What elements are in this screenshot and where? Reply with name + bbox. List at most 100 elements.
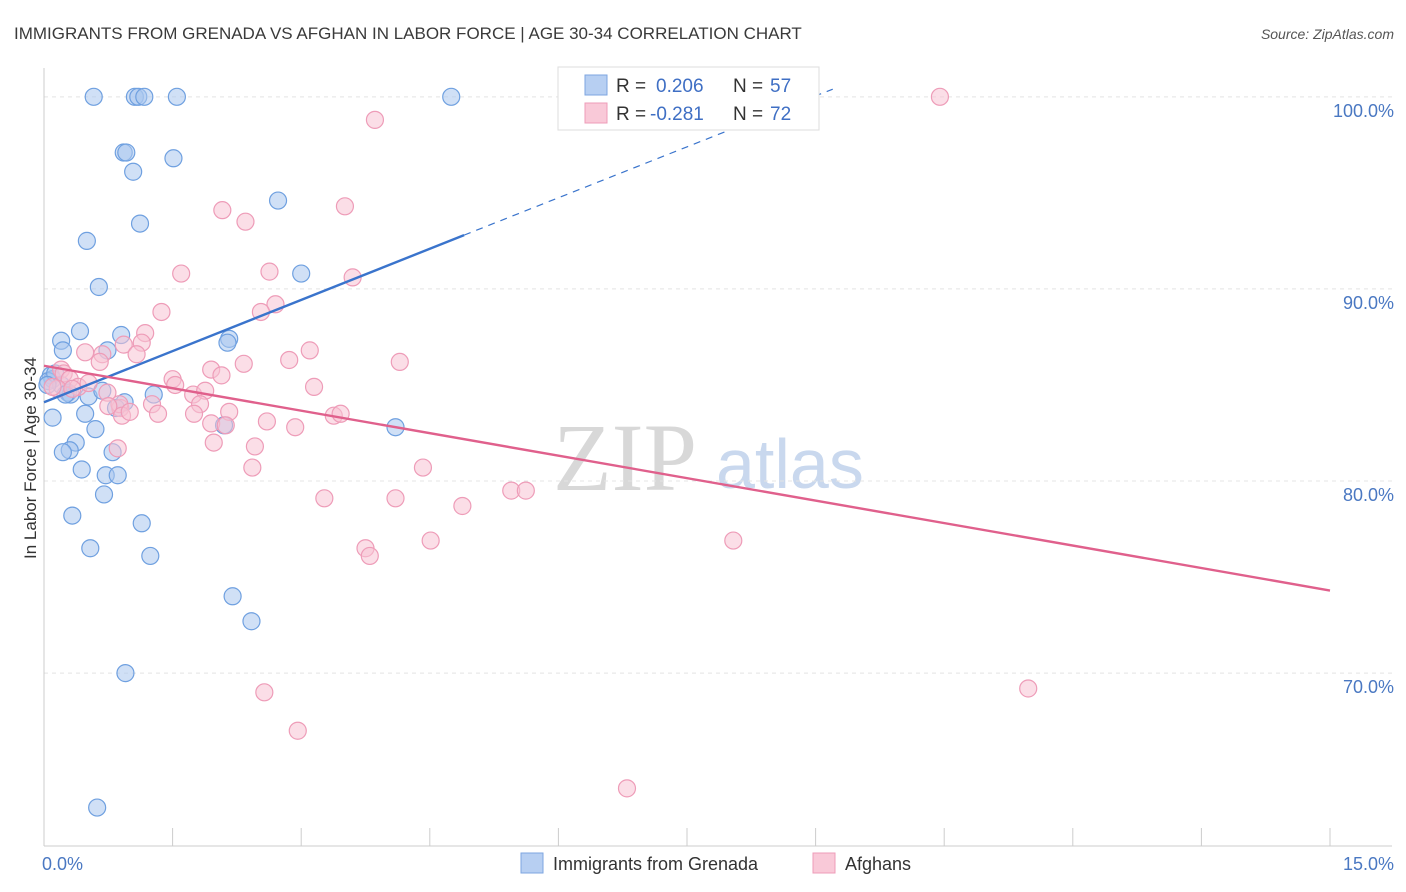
legend-swatch-afghans [584, 102, 608, 124]
point-grenada-14 [292, 264, 311, 283]
chart-source: Source: ZipAtlas.com [1261, 26, 1394, 42]
point-grenada-52 [141, 546, 160, 566]
point-grenada-49 [63, 506, 82, 525]
point-grenada-13 [89, 277, 108, 297]
y-tick-label-2: 90.0% [1343, 293, 1394, 313]
top-legend: R = 0.206 N = 57 R = -0.281 N = 72 [557, 66, 820, 131]
point-afghans-51 [245, 437, 265, 456]
point-grenada-17 [53, 341, 72, 360]
point-afghans-59 [453, 496, 472, 516]
point-afghans-2 [213, 201, 232, 220]
point-afghans-0 [930, 87, 950, 106]
point-afghans-27 [212, 366, 231, 385]
legend-r-value-afghans: -0.281 [650, 104, 704, 125]
point-afghans-68 [43, 377, 62, 396]
point-grenada-5 [442, 87, 461, 106]
point-grenada-4 [167, 87, 186, 106]
bottom-legend: Immigrants from Grenada Afghans [520, 852, 911, 874]
x-tick-labels: 0.0% 15.0% [42, 854, 1394, 874]
point-grenada-8 [124, 162, 143, 181]
point-afghans-41 [184, 404, 204, 423]
point-grenada-37 [43, 408, 62, 427]
legend-r-label-afghans: R = [616, 104, 646, 125]
point-afghans-57 [315, 489, 334, 508]
point-grenada-55 [116, 664, 135, 683]
point-grenada-0 [84, 87, 103, 106]
legend-r-label-grenada: R = [616, 76, 646, 97]
point-afghans-64 [1019, 679, 1038, 698]
point-afghans-39 [99, 396, 118, 416]
x-ticks [172, 828, 1331, 846]
bottom-legend-swatch-grenada [520, 852, 544, 874]
point-grenada-39 [86, 420, 105, 439]
point-afghans-14 [76, 343, 95, 362]
legend-n-label-grenada: N = [733, 76, 763, 97]
point-grenada-56 [88, 798, 107, 817]
point-grenada-48 [94, 485, 114, 504]
y-tick-label-1: 80.0% [1343, 485, 1394, 505]
point-afghans-17 [300, 341, 319, 360]
point-grenada-54 [242, 612, 261, 631]
series-afghans-points [43, 87, 1038, 798]
point-afghans-46 [257, 412, 277, 431]
point-afghans-63 [360, 546, 379, 566]
point-grenada-50 [132, 514, 151, 533]
watermark: ZIP atlas [553, 404, 864, 511]
point-grenada-10 [268, 191, 288, 210]
point-grenada-53 [223, 587, 242, 606]
point-afghans-1 [365, 110, 385, 129]
legend-r-value-grenada: 0.206 [656, 76, 704, 97]
point-afghans-6 [260, 262, 279, 281]
point-afghans-53 [243, 458, 262, 477]
point-afghans-5 [172, 264, 191, 283]
y-tick-labels: 70.0% 80.0% 90.0% 100.0% [1333, 101, 1394, 697]
point-afghans-22 [234, 354, 253, 373]
point-afghans-3 [335, 197, 355, 216]
point-afghans-66 [288, 721, 307, 740]
point-grenada-36 [76, 404, 95, 423]
point-grenada-7 [117, 143, 136, 162]
chart-title: IMMIGRANTS FROM GRENADA VS AFGHAN IN LAB… [14, 24, 802, 43]
point-grenada-20 [218, 333, 237, 352]
point-afghans-29 [304, 377, 324, 396]
point-afghans-10 [152, 302, 171, 322]
axes [43, 68, 1392, 847]
legend-n-label-afghans: N = [733, 104, 763, 125]
y-tick-label-0: 70.0% [1343, 677, 1394, 697]
trend-line-grenada [43, 234, 465, 404]
point-afghans-20 [90, 352, 109, 372]
point-afghans-4 [236, 212, 255, 231]
point-grenada-51 [81, 539, 100, 558]
gridlines [44, 96, 1392, 674]
point-afghans-49 [286, 418, 305, 437]
point-afghans-40 [148, 404, 168, 423]
x-tick-label-1: 15.0% [1343, 854, 1394, 874]
point-grenada-47 [108, 466, 127, 485]
legend-n-value-afghans: 72 [770, 104, 791, 125]
point-afghans-61 [724, 531, 743, 550]
bottom-legend-swatch-afghans [812, 852, 836, 874]
legend-swatch-grenada [584, 74, 608, 96]
point-grenada-15 [70, 322, 90, 341]
point-afghans-58 [386, 489, 405, 508]
x-tick-label-0: 0.0% [42, 854, 83, 874]
point-grenada-12 [77, 231, 96, 250]
point-grenada-11 [130, 214, 150, 233]
y-tick-label-3: 100.0% [1333, 101, 1394, 121]
point-grenada-3 [135, 87, 154, 106]
point-afghans-19 [390, 352, 409, 372]
bottom-legend-label-grenada: Immigrants from Grenada [553, 854, 759, 874]
point-afghans-54 [413, 458, 433, 477]
point-grenada-43 [53, 443, 72, 462]
point-afghans-18 [280, 350, 299, 370]
point-grenada-45 [72, 460, 91, 479]
point-afghans-15 [127, 345, 146, 364]
bottom-legend-label-afghans: Afghans [845, 854, 911, 874]
point-afghans-70 [120, 402, 139, 421]
legend-n-value-grenada: 57 [770, 76, 791, 97]
point-afghans-48 [216, 416, 235, 435]
trend-line-afghans [43, 364, 1331, 592]
point-afghans-56 [516, 481, 535, 500]
point-afghans-65 [255, 683, 274, 702]
point-afghans-52 [108, 439, 127, 458]
